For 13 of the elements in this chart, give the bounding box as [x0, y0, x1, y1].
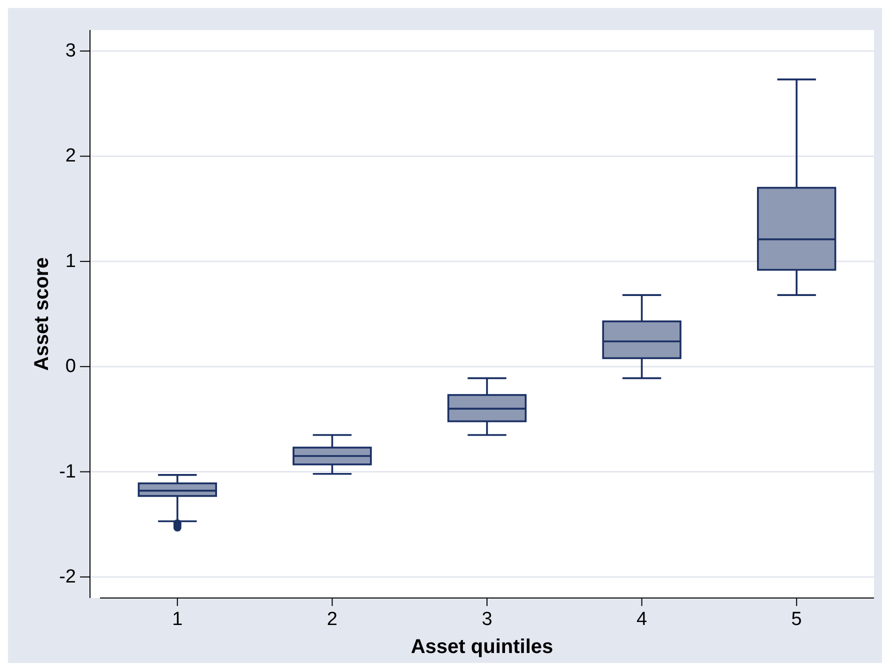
- x-tick-label: 1: [172, 609, 183, 630]
- y-tick-label: -2: [59, 566, 76, 588]
- y-tick-label: 3: [65, 40, 76, 62]
- x-tick-label: 5: [791, 609, 802, 630]
- y-tick-label: 1: [65, 250, 76, 272]
- y-tick-label: -1: [59, 461, 76, 482]
- y-axis-title: Asset score: [31, 257, 53, 371]
- y-tick-label: 2: [65, 146, 76, 167]
- x-tick-label: 4: [636, 609, 648, 630]
- x-tick-label: 2: [326, 609, 338, 630]
- y-tick-label: 0: [65, 356, 76, 378]
- x-axis-title: Asset quintiles: [410, 636, 554, 658]
- x-tick-label: 3: [482, 609, 492, 630]
